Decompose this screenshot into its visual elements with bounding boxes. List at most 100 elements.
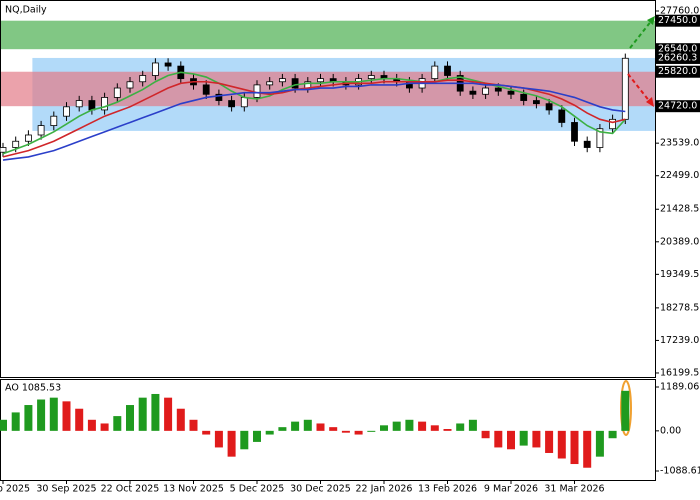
candle-body [151,62,159,76]
ao-bar [291,421,300,431]
price-frame [0,0,656,378]
ao-bar [329,427,338,431]
ao-bar [278,427,287,431]
x-tick-label: 8 Sep 2025 [0,484,30,495]
candle-body [571,122,578,142]
ao-bar [202,430,211,435]
candle-body [37,125,45,136]
ao-bar [126,405,134,431]
ao-bar [570,430,579,465]
candle-body [278,78,286,83]
arrow-up-head [647,16,655,25]
ao-bar [405,419,414,431]
candle-body [228,100,236,108]
x-tick-label: 30 Dec 2025 [290,484,351,495]
forecast-down [627,73,651,103]
y-tick-label: 22499.0 [660,170,699,181]
x-tick-label: 13 Nov 2025 [163,484,224,495]
ao-bar [507,430,515,450]
ao-bar [227,430,236,457]
candle-body [126,81,134,89]
highlight [620,380,632,436]
ao-tick-label: -1088.61 [660,465,700,476]
candle-body [240,97,248,108]
candle-body [621,57,629,120]
candle-body [266,81,274,86]
ao-bar [557,430,566,459]
level-box [656,51,700,64]
candle-body [367,75,375,80]
candle-body [63,106,70,117]
level-box [656,65,700,78]
candle-body [444,65,451,76]
ao-bar [481,430,490,439]
ao-bar [164,397,173,431]
x-tick-label: 22 Jan 2026 [356,484,413,495]
ao-bar [367,430,376,432]
y-tick-label: 19349.5 [660,269,699,280]
x-tick-label: 9 Mar 2026 [484,484,538,495]
candle-body [317,78,324,83]
ao-bar [418,421,427,431]
y-tick-label: 16199.5 [660,367,699,378]
ao-tick-label: 1189.06 [660,382,699,393]
ao-bar [316,423,325,431]
ao-bar [253,430,261,442]
y-tick-label: 23539.0 [660,138,699,149]
level-label: 25820.0 [658,66,697,77]
candle-body [101,97,108,111]
ao-bar [341,430,350,433]
ao-title: AO 1085.53 [5,383,61,394]
zone [1,20,655,50]
candle-body [469,90,477,95]
level-box [656,100,700,113]
ao-bar [75,408,84,431]
candle-body [596,128,604,148]
ao-bar [240,430,249,450]
level-label: 26260.3 [658,52,697,63]
ao-bar [62,401,71,431]
candle-body [215,93,223,101]
ao-bar [100,423,109,431]
ao-bar [189,419,198,431]
candle-body [533,100,540,105]
x-tick-label: 22 Oct 2025 [101,484,160,495]
candle-body [558,109,566,123]
candle-body [609,118,616,130]
ao-bar [214,430,223,448]
candle-body [75,100,83,108]
ao-bar [354,430,363,435]
ao-bar [151,393,160,431]
candle-body [253,84,261,98]
ao-bar [24,405,33,431]
ao-bar [176,408,185,431]
ao-bar [545,430,554,453]
ao-bar [468,419,477,431]
candle-body [24,134,32,142]
ao-bar [87,419,96,431]
candle-body [0,147,7,153]
y-tick-label: 20389.0 [660,236,699,247]
ao-bar [443,429,452,431]
candle-body [520,93,528,101]
x-tick-label: 13 Feb 2026 [418,484,477,495]
ao-bar [392,421,401,431]
zones [1,20,655,131]
candle-body [50,115,58,126]
ao-bar [519,430,528,446]
ao-bar [0,419,7,431]
ao-bar [583,430,592,468]
ao-bar [456,423,465,431]
candle-body [139,75,147,83]
level-label: 24720.0 [658,101,697,112]
ao-bar [37,399,46,431]
ao-bar [494,430,503,448]
arrow-down-head [646,97,654,107]
ao-bar [608,430,617,439]
level-label: 26540.0 [658,44,697,55]
forecast-up [629,19,653,49]
ao-bar [11,412,20,431]
candle-body [482,87,490,95]
moving-average [2,71,626,155]
ao-bar [138,397,147,431]
